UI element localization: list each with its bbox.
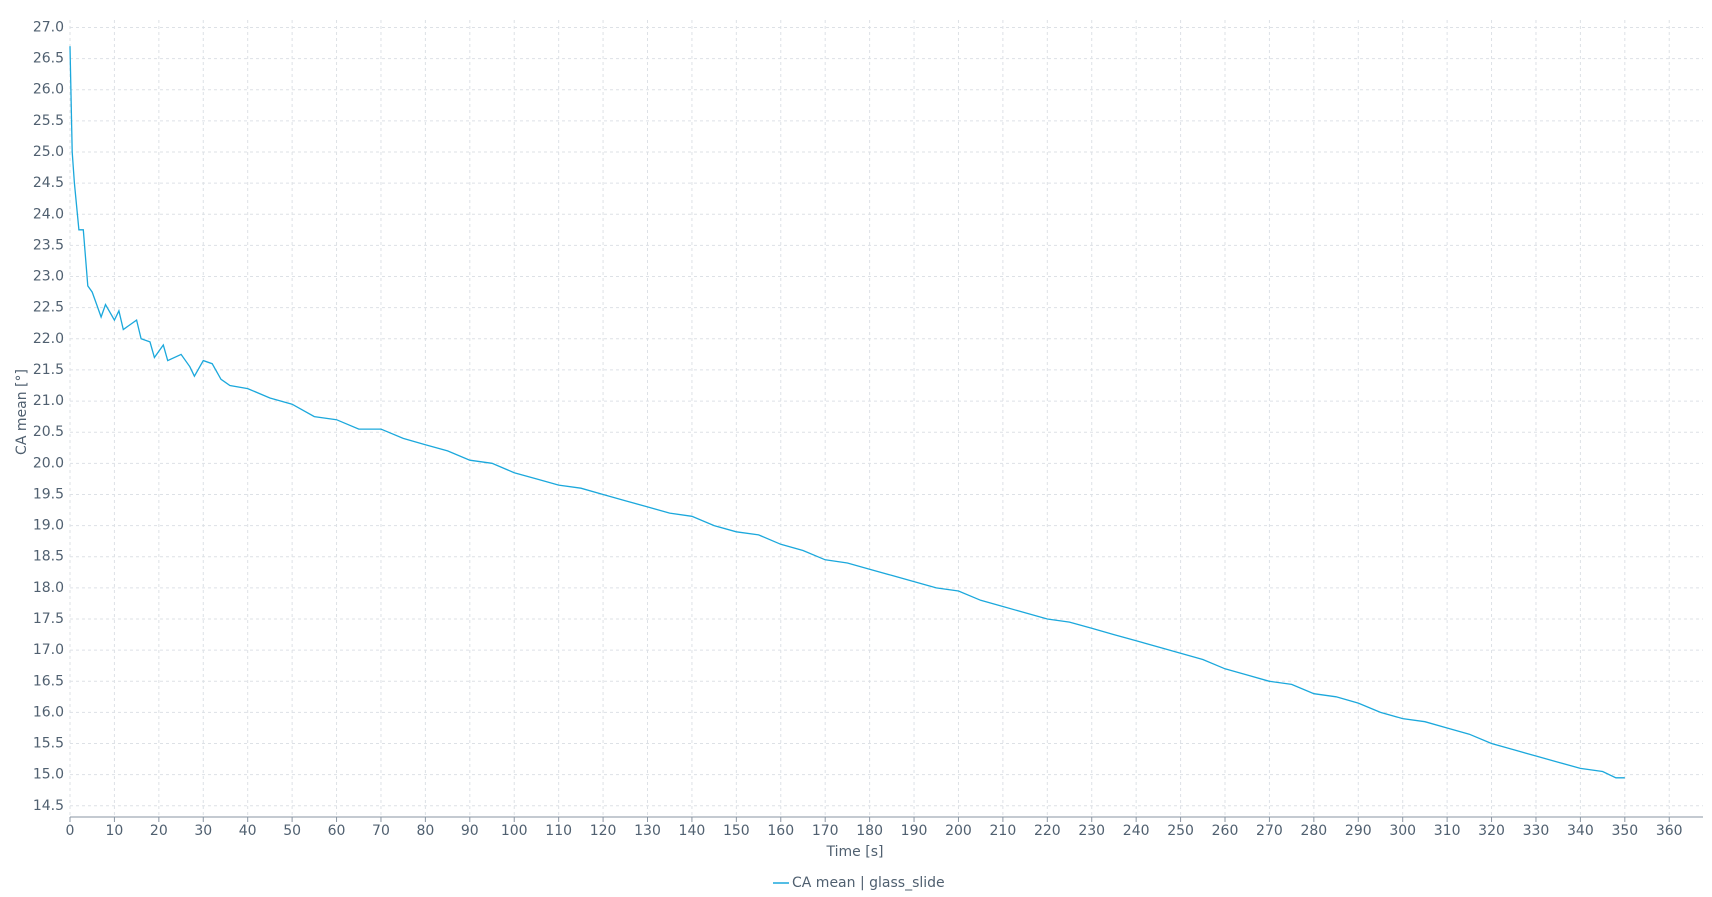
y-tick-label: 23.0 [33,269,64,285]
x-tick-label: 40 [239,823,257,839]
x-tick-label: 260 [1212,823,1239,839]
x-tick-label: 150 [723,823,750,839]
y-tick-label: 22.0 [33,331,64,347]
x-tick-label: 110 [545,823,572,839]
y-tick-label: 16.5 [33,673,64,689]
x-tick-label: 250 [1167,823,1194,839]
y-tick-label: 15.5 [33,736,64,752]
x-tick-label: 80 [416,823,434,839]
y-tick-label: 26.5 [33,51,64,67]
x-tick-label: 140 [679,823,706,839]
y-tick-label: 20.0 [33,455,64,471]
x-tick-label: 0 [66,823,75,839]
x-tick-label: 310 [1434,823,1461,839]
x-tick-label: 290 [1345,823,1372,839]
legend-label: CA mean | glass_slide [792,875,945,891]
y-tick-label: 27.0 [33,19,64,35]
y-tick-label: 21.0 [33,393,64,409]
x-tick-label: 50 [283,823,301,839]
y-tick-label: 24.0 [33,206,64,222]
y-tick-label: 17.5 [33,611,64,627]
y-tick-label: 18.0 [33,580,64,596]
y-tick-label: 19.0 [33,518,64,534]
x-tick-label: 130 [634,823,661,839]
x-tick-label: 160 [767,823,794,839]
y-axis-label: CA mean [°] [14,369,30,455]
x-tick-label: 330 [1523,823,1550,839]
x-tick-label: 100 [501,823,528,839]
y-tick-label: 21.5 [33,362,64,378]
x-tick-label: 210 [990,823,1017,839]
x-tick-label: 280 [1300,823,1327,839]
y-tick-label: 22.5 [33,300,64,316]
x-tick-label: 70 [372,823,390,839]
y-tick-label: 26.0 [33,82,64,98]
x-tick-label: 170 [812,823,839,839]
y-tick-label: 18.5 [33,549,64,565]
x-tick-label: 30 [194,823,212,839]
x-tick-label: 240 [1123,823,1150,839]
data-line [69,46,1625,779]
y-tick-label: 23.5 [33,237,64,253]
x-axis-label: Time [s] [826,844,884,860]
y-tick-label: 24.5 [33,175,64,191]
y-tick-label: 20.5 [33,424,64,440]
x-tick-label: 270 [1256,823,1283,839]
x-tick-label: 20 [150,823,168,839]
y-tick-label: 19.5 [33,486,64,502]
y-tick-label: 17.0 [33,642,64,658]
x-tick-label: 120 [590,823,617,839]
x-tick-label: 350 [1611,823,1638,839]
y-tick-label: 25.5 [33,113,64,129]
x-tick-label: 300 [1389,823,1416,839]
y-tick-label: 14.5 [33,798,64,814]
x-tick-label: 340 [1567,823,1594,839]
y-tick-label: 15.0 [33,767,64,783]
x-tick-label: 220 [1034,823,1061,839]
x-tick-label: 180 [856,823,883,839]
y-tick-label: 25.0 [33,144,64,160]
x-tick-label: 360 [1656,823,1683,839]
x-tick-label: 190 [901,823,928,839]
y-tick-label: 16.0 [33,704,64,720]
x-tick-label: 90 [461,823,479,839]
x-tick-label: 230 [1078,823,1105,839]
x-tick-label: 200 [945,823,972,839]
x-tick-label: 60 [328,823,346,839]
x-tick-label: 10 [106,823,124,839]
x-tick-label: 320 [1478,823,1505,839]
